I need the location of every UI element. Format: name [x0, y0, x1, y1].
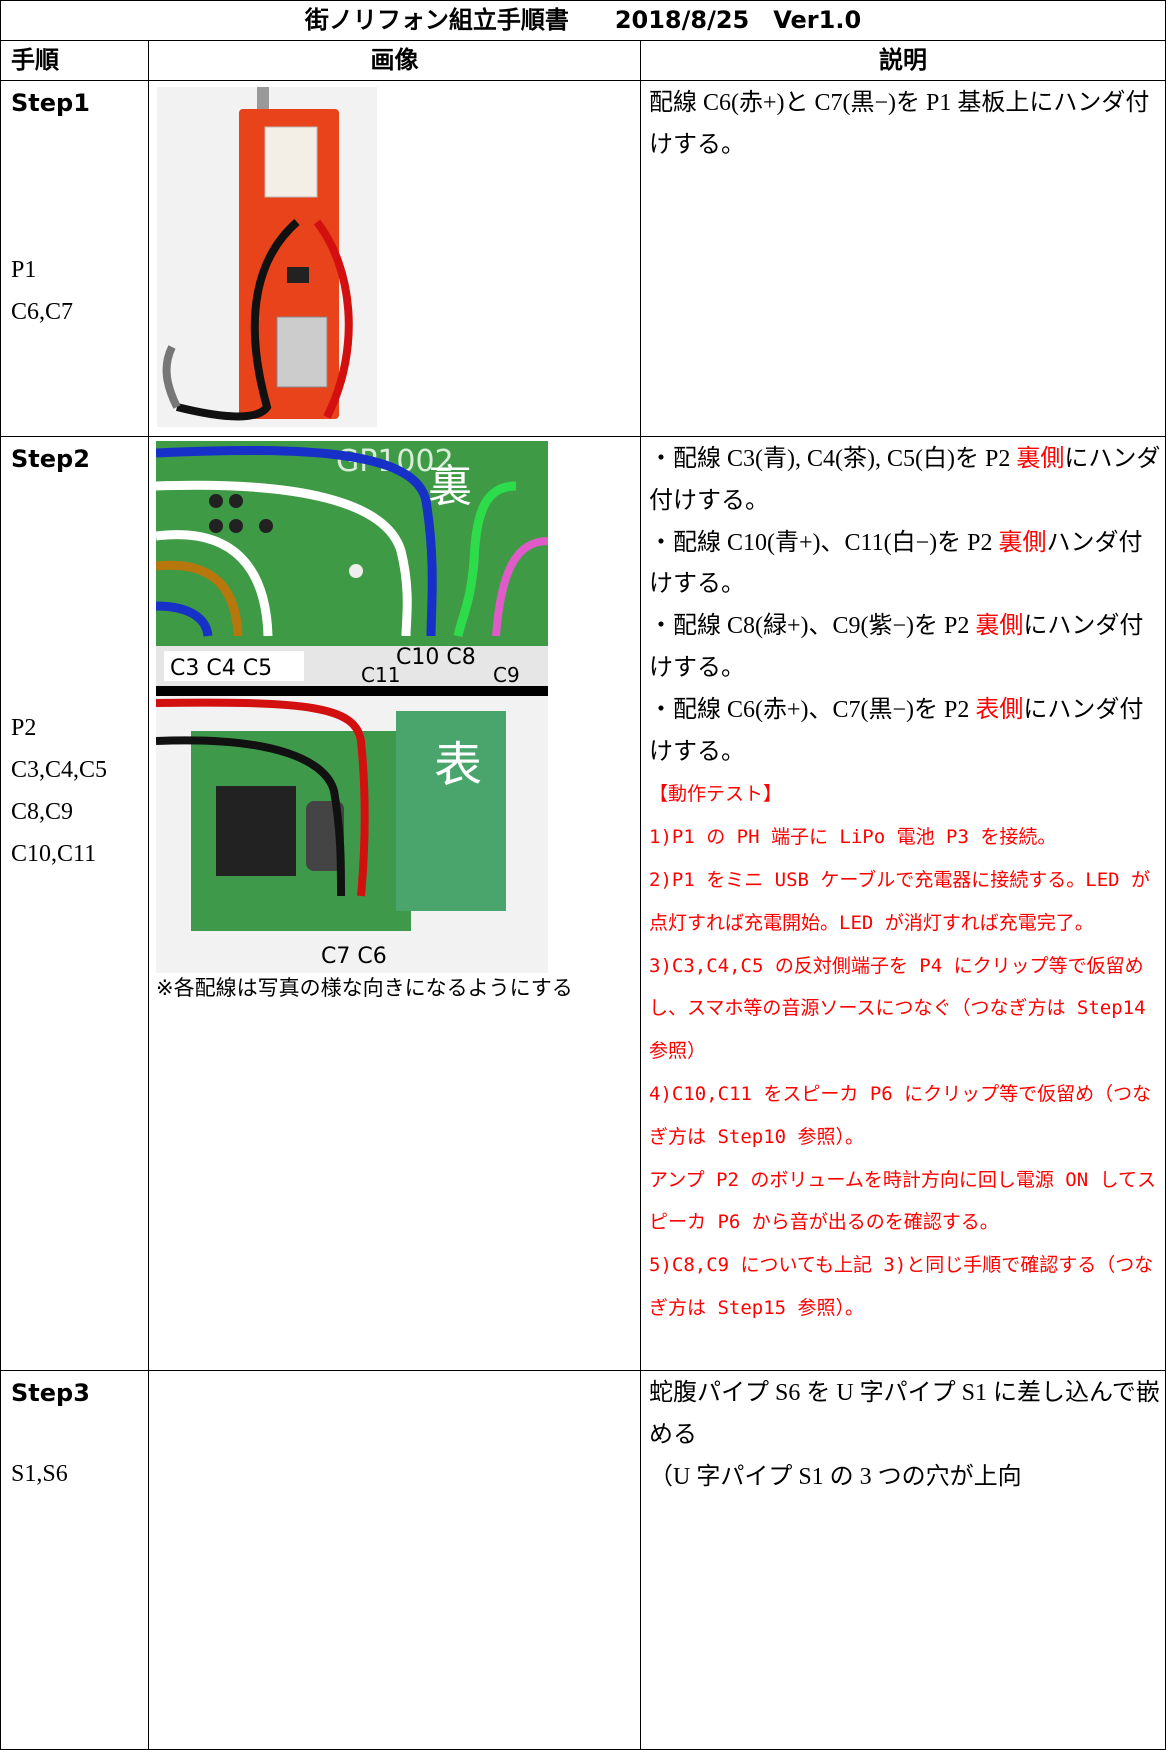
photo-label: C7 C6 — [321, 944, 387, 969]
photo-label: C11 — [361, 663, 400, 687]
paragraph: ・配線 C3(青), C4(茶), C5(白)を P2 裏側にハンダ付けする。 — [649, 439, 1161, 523]
text-segment: にハンダ付けする。 — [649, 696, 1144, 765]
text-segment: にハンダ付けする。 — [649, 613, 1144, 681]
photo — [157, 87, 377, 427]
header-cell: 手順 — [0, 40, 149, 81]
text-segment: ハンダ付けする。 — [649, 529, 1143, 598]
description-cell: 配線 C6(赤+)と C7(黒−)を P1 基板上にハンダ付けする。 — [640, 80, 1166, 437]
paragraph: 2)P1 をミニ USB ケーブルで充電器に接続する。LED が点灯すれば充電開… — [649, 859, 1161, 945]
column-header: 説明 — [879, 46, 927, 74]
text-segment: 3)C3,C4,C5 の反対側端子を P4 にクリップ等で仮留めし、スマホ等の音… — [649, 954, 1146, 1063]
photo-label: 表 — [434, 737, 482, 793]
paragraph: 配線 C6(赤+)と C7(黒−)を P1 基板上にハンダ付けする。 — [649, 83, 1161, 167]
step-cell: Step1 P1 C6,C7 — [0, 80, 149, 437]
paragraph: 1)P1 の PH 端子に LiPo 電池 P3 を接続。 — [649, 816, 1161, 859]
text-segment: 裏側 — [1016, 446, 1065, 472]
paragraph: ・配線 C10(青+)、C11(白−)を P2 裏側ハンダ付けする。 — [649, 523, 1161, 607]
paragraph: 蛇腹パイプ S6 を U 字パイプ S1 に差し込んで嵌める — [649, 1373, 1161, 1457]
image-cell: GP1002 裏 C3 C4 C5 C10 C8 C11 C9 表 C7 C6 … — [148, 436, 641, 1371]
text-segment: 蛇腹パイプ S6 を U 字パイプ S1 に差し込んで嵌める — [649, 1380, 1160, 1448]
header-cell: 画像 — [148, 40, 641, 81]
paragraph: 5)C8,C9 についても上記 3)と同じ手順で確認する（つなぎ方は Step1… — [649, 1244, 1161, 1330]
description: 配線 C6(赤+)と C7(黒−)を P1 基板上にハンダ付けする。 — [649, 83, 1161, 167]
step-cell: Step2 P2 C3,C4,C5 C8,C9 C10,C11 — [0, 436, 149, 1371]
photo-label: C9 — [493, 663, 520, 687]
description: 蛇腹パイプ S6 を U 字パイプ S1 に差し込んで嵌める （U 字パイプ S1… — [649, 1373, 1161, 1498]
step-cell: Step3 S1,S6 — [0, 1370, 149, 1750]
caption: ※各配線は写真の様な向きになるようにする — [156, 976, 573, 1000]
text-segment: 1)P1 の PH 端子に LiPo 電池 P3 を接続。 — [649, 826, 1057, 849]
photo: GP1002 裏 C3 C4 C5 C10 C8 C11 C9 表 C7 C6 — [156, 441, 548, 973]
text-segment: ・配線 C10(青+)、C11(白−)を P2 — [649, 529, 999, 556]
part-label: P1 — [11, 257, 37, 283]
text-segment: 配線 C6(赤+)と C7(黒−)を P1 基板上にハンダ付けする。 — [649, 90, 1150, 158]
photo-label: C3 C4 C5 — [170, 656, 272, 681]
paragraph: アンプ P2 のボリュームを時計方向に回し電源 ON してスピーカ P6 から音… — [649, 1159, 1161, 1245]
photo-label: 裏 — [428, 461, 472, 512]
part-label: C8,C9 — [11, 799, 74, 825]
text-segment: 4)C10,C11 をスピーカ P6 にクリップ等で仮留め（つなぎ方は Step… — [649, 1082, 1152, 1148]
paragraph: 【動作テスト】 — [649, 773, 1161, 816]
image-cell — [148, 80, 641, 437]
text-segment: 表側 — [975, 696, 1024, 723]
version: Ver1.0 — [773, 6, 862, 34]
photo-label: C10 C8 — [396, 645, 476, 670]
part-label: C3,C4,C5 — [11, 757, 108, 783]
text-segment: ・配線 C8(緑+)、C9(紫−)を P2 — [649, 613, 976, 640]
part-label: P2 — [11, 715, 37, 741]
title: 街ノリフォン組立手順書 — [304, 6, 569, 34]
part-label: C6,C7 — [11, 299, 74, 325]
step-label: Step2 — [11, 445, 90, 473]
paragraph: 3)C3,C4,C5 の反対側端子を P4 にクリップ等で仮留めし、スマホ等の音… — [649, 945, 1161, 1073]
description-cell: ・配線 C3(青), C4(茶), C5(白)を P2 裏側にハンダ付けする。・… — [640, 436, 1166, 1371]
header-cell: 説明 — [640, 40, 1166, 81]
image-cell — [148, 1370, 641, 1750]
title-row: 街ノリフォン組立手順書 2018/8/25 Ver1.0 — [0, 0, 1166, 41]
part-label: S1,S6 — [11, 1461, 68, 1487]
description-cell: 蛇腹パイプ S6 を U 字パイプ S1 に差し込んで嵌める （U 字パイプ S1… — [640, 1370, 1166, 1750]
description: ・配線 C3(青), C4(茶), C5(白)を P2 裏側にハンダ付けする。・… — [649, 439, 1161, 1330]
text-segment: 2)P1 をミニ USB ケーブルで充電器に接続する。LED が点灯すれば充電開… — [649, 868, 1151, 934]
text-segment: ・配線 C3(青), C4(茶), C5(白)を P2 — [649, 446, 1017, 472]
paragraph: 4)C10,C11 をスピーカ P6 にクリップ等で仮留め（つなぎ方は Step… — [649, 1073, 1161, 1159]
column-header: 手順 — [11, 46, 59, 74]
paragraph: ・配線 C8(緑+)、C9(紫−)を P2 裏側にハンダ付けする。 — [649, 606, 1161, 690]
column-header: 画像 — [370, 46, 419, 74]
text-segment: （U 字パイプ S1 の 3 つの穴が上向 — [649, 1463, 1022, 1490]
step-label: Step3 — [11, 1379, 90, 1407]
text-segment: 裏側 — [998, 529, 1047, 556]
step-label: Step1 — [11, 89, 90, 117]
text-segment: 【動作テスト】 — [649, 783, 783, 806]
part-label: C10,C11 — [11, 841, 97, 867]
paragraph: （U 字パイプ S1 の 3 つの穴が上向 — [649, 1457, 1161, 1499]
text-segment: ・配線 C6(赤+)、C7(黒−)を P2 — [649, 696, 976, 723]
text-segment: 5)C8,C9 についても上記 3)と同じ手順で確認する（つなぎ方は Step1… — [649, 1254, 1154, 1319]
paragraph: ・配線 C6(赤+)、C7(黒−)を P2 表側にハンダ付けする。 — [649, 690, 1161, 774]
date: 2018/8/25 — [614, 6, 750, 34]
text-segment: にハンダ付けする。 — [649, 446, 1161, 514]
text-segment: 裏側 — [975, 613, 1024, 640]
text-segment: アンプ P2 のボリュームを時計方向に回し電源 ON してスピーカ P6 から音… — [649, 1168, 1157, 1234]
